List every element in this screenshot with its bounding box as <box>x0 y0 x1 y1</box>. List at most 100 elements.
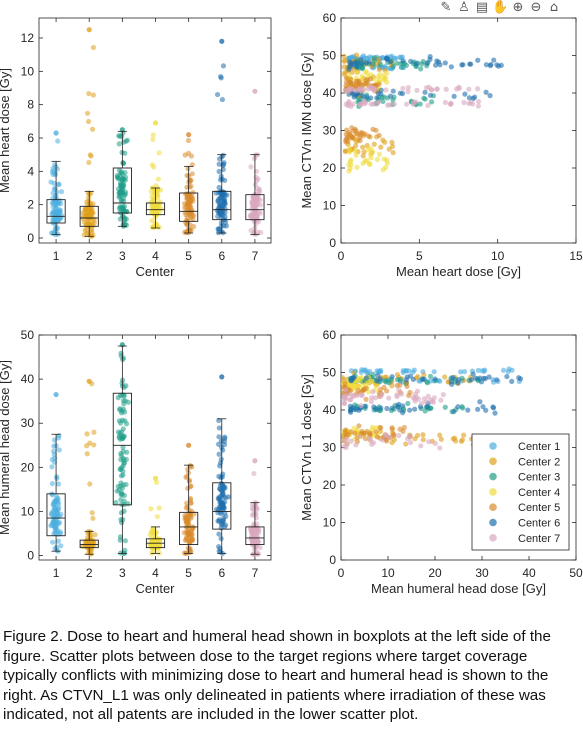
data-point <box>188 500 194 506</box>
data-point <box>214 91 221 98</box>
datatip-icon[interactable]: ♙ <box>458 0 470 15</box>
data-point <box>52 170 58 176</box>
data-point <box>475 367 482 373</box>
data-point <box>427 373 434 379</box>
data-point <box>347 165 353 172</box>
data-point <box>117 537 123 543</box>
data-point <box>344 441 350 447</box>
data-point <box>56 447 62 453</box>
data-point <box>58 543 64 549</box>
data-point <box>121 460 128 466</box>
data-point <box>157 187 164 193</box>
data-point <box>55 521 61 527</box>
legend-marker <box>489 488 497 496</box>
data-point <box>380 137 386 143</box>
pan-hand-icon[interactable]: ✋ <box>492 0 509 15</box>
data-point <box>414 87 420 93</box>
data-point <box>50 230 56 236</box>
legend: Center 1 Center 2 Center 3 Center 4 Center 5… <box>471 433 570 551</box>
data-point <box>482 367 488 373</box>
data-point <box>342 69 348 75</box>
data-point <box>407 439 414 446</box>
data-point <box>427 92 434 98</box>
data-point <box>359 60 365 67</box>
data-point <box>218 173 224 179</box>
legend-box <box>471 433 570 551</box>
data-point <box>490 404 496 410</box>
data-point <box>365 77 371 83</box>
data-point <box>183 519 189 525</box>
data-point <box>460 62 466 68</box>
data-point <box>385 56 391 62</box>
data-point <box>389 139 395 145</box>
data-point <box>483 407 489 413</box>
legend-label: Center 1 <box>518 441 560 453</box>
data-point <box>398 391 405 397</box>
data-point <box>218 480 225 487</box>
y-tick-label: 30 <box>323 441 337 455</box>
data-point <box>365 86 371 92</box>
data-point <box>249 199 256 206</box>
brush-icon[interactable]: ✎ <box>440 0 452 15</box>
data-point <box>461 432 467 438</box>
data-point <box>216 184 222 191</box>
data-point <box>378 405 384 411</box>
data-point <box>186 192 192 198</box>
data-point <box>459 437 466 443</box>
data-point <box>363 375 370 381</box>
data-point <box>49 539 56 545</box>
save-icon[interactable]: ▤ <box>475 0 489 15</box>
data-point <box>374 373 381 379</box>
data-point <box>377 61 384 68</box>
data-point <box>253 530 259 536</box>
data-point <box>347 403 354 409</box>
data-point <box>386 395 392 401</box>
data-point <box>120 160 126 166</box>
legend-marker <box>489 503 497 512</box>
data-point <box>87 200 93 206</box>
data-point <box>407 407 413 413</box>
data-point <box>491 57 497 63</box>
data-point <box>148 506 154 512</box>
data-point <box>350 393 356 400</box>
data-point <box>115 395 121 401</box>
data-point <box>89 229 95 235</box>
data-point <box>362 101 368 107</box>
zoom-in-icon[interactable]: ⊕ <box>512 0 524 15</box>
legend-label: Center 5 <box>518 502 560 514</box>
data-point <box>55 481 62 487</box>
data-point <box>187 495 194 502</box>
data-point <box>372 395 378 401</box>
data-point <box>370 101 376 107</box>
data-point <box>217 486 223 492</box>
data-point <box>392 55 399 62</box>
data-point <box>353 128 359 134</box>
data-point <box>421 95 427 101</box>
data-point <box>411 367 417 373</box>
data-point <box>373 383 379 389</box>
data-point <box>113 500 119 506</box>
box-1 <box>46 493 66 537</box>
data-point <box>389 439 395 446</box>
data-point <box>86 90 92 97</box>
data-point <box>376 368 382 374</box>
data-point <box>466 100 472 107</box>
data-point <box>349 134 356 140</box>
data-point <box>396 387 402 393</box>
x-tick-label: 4 <box>152 566 159 580</box>
box-6 <box>212 482 232 530</box>
data-point <box>118 491 124 498</box>
data-point <box>353 442 359 448</box>
data-point <box>367 431 373 437</box>
y-axis-label: Mean CTVn IMN dose [Gy] <box>299 52 314 208</box>
data-point <box>395 403 401 409</box>
data-point <box>504 373 510 380</box>
data-point <box>422 89 428 95</box>
data-point <box>55 138 61 144</box>
data-point <box>251 155 258 162</box>
data-point <box>149 162 155 168</box>
zoom-out-icon[interactable]: ⊖ <box>530 0 542 15</box>
data-point <box>218 536 224 542</box>
home-icon[interactable]: ⌂ <box>549 0 559 15</box>
data-point <box>431 395 437 401</box>
